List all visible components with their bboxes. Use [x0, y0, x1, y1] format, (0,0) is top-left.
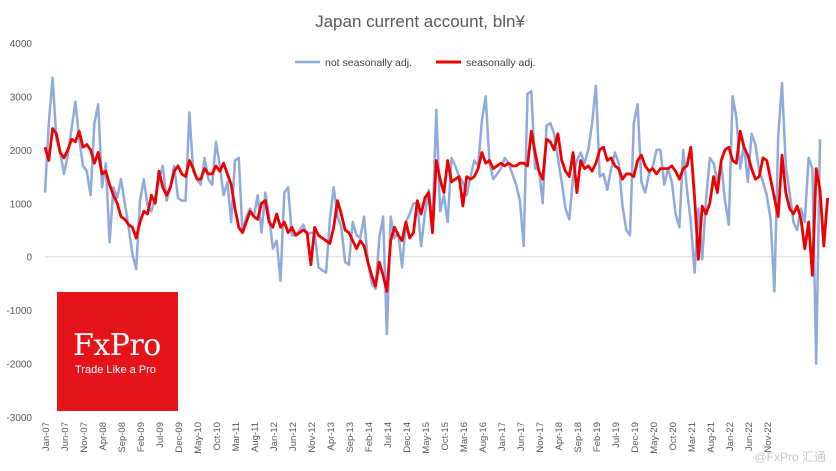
x-tick-label: Apr-08: [98, 422, 109, 451]
x-tick-label: Jan-17: [497, 422, 508, 451]
chart-title: Japan current account, bln¥: [315, 12, 525, 31]
x-tick-label: Nov-12: [307, 422, 318, 453]
x-tick-label: Jul-19: [611, 422, 622, 448]
x-tick-label: Aug-16: [478, 422, 489, 453]
y-tick-label: 1000: [10, 199, 33, 210]
x-tick-label: Jul-09: [155, 422, 166, 448]
y-tick-label: -3000: [6, 413, 32, 424]
x-tick-label: Nov-07: [79, 422, 90, 453]
y-tick-label: 4000: [10, 39, 33, 50]
y-tick-label: -2000: [6, 360, 32, 371]
x-tick-label: Jan-22: [725, 422, 736, 451]
y-tick-label: 0: [26, 253, 32, 264]
x-tick-label: Jun-17: [516, 422, 527, 451]
y-tick-label: 2000: [10, 146, 33, 157]
x-axis: Jan-07 Jun-07 Nov-07 Apr-08 Sep-08 Feb-09 Jul-…: [41, 256, 820, 454]
y-tick-label: 3000: [10, 92, 33, 103]
x-tick-label: Jan-12: [269, 422, 280, 451]
series-line-seasonally-adjusted: [43, 127, 829, 293]
x-tick-label: Dec-19: [630, 422, 641, 453]
series-lines: [43, 76, 829, 365]
logo-tagline: Trade Like a Pro: [75, 364, 156, 376]
x-tick-label: Sep-08: [117, 422, 128, 453]
x-tick-label: Jul-14: [383, 422, 394, 448]
x-tick-label: Mar-11: [231, 422, 242, 451]
fxpro-logo: FxPro Trade Like a Pro: [57, 292, 178, 411]
x-tick-label: May-15: [421, 422, 432, 454]
x-tick-label: Mar-16: [459, 422, 470, 452]
watermark: @FxPro 汇通: [754, 450, 826, 464]
x-tick-label: Oct-20: [668, 422, 679, 451]
x-tick-label: Feb-14: [364, 422, 375, 452]
x-tick-label: Sep-18: [573, 422, 584, 453]
legend-label-sa: seasonally adj.: [466, 57, 535, 69]
x-tick-label: Apr-13: [326, 422, 337, 451]
x-tick-label: Oct-15: [440, 422, 451, 451]
x-tick-label: Mar-21: [687, 422, 698, 452]
x-tick-label: Aug-11: [250, 422, 261, 452]
x-tick-label: Jan-07: [41, 422, 52, 451]
chart-legend: not seasonally adj. seasonally adj.: [295, 57, 535, 69]
x-tick-label: May-10: [193, 422, 204, 454]
x-tick-label: Jun-12: [288, 422, 299, 451]
logo-name: FxPro: [73, 328, 161, 363]
y-axis: 4000 3000 2000 1000 0 -1000 -2000 -3000: [6, 39, 32, 424]
x-tick-label: Sep-13: [345, 422, 356, 453]
x-tick-label: Dec-14: [402, 422, 413, 453]
x-tick-label: Jun-22: [744, 422, 755, 451]
x-tick-label: Aug-21: [706, 422, 717, 453]
legend-label-not-sa: not seasonally adj.: [325, 57, 412, 69]
x-tick-label: Jun-07: [60, 422, 71, 451]
x-tick-label: Nov-17: [535, 422, 546, 453]
x-tick-label: Oct-10: [212, 422, 223, 451]
x-tick-label: Feb-19: [592, 422, 603, 452]
x-tick-label: Nov-22: [763, 422, 774, 453]
x-tick-label: May-20: [649, 422, 660, 454]
x-tick-label: Feb-09: [136, 422, 147, 452]
x-tick-label: Apr-18: [554, 422, 565, 451]
y-tick-label: -1000: [6, 306, 32, 317]
x-tick-label: Dec-09: [174, 422, 185, 453]
